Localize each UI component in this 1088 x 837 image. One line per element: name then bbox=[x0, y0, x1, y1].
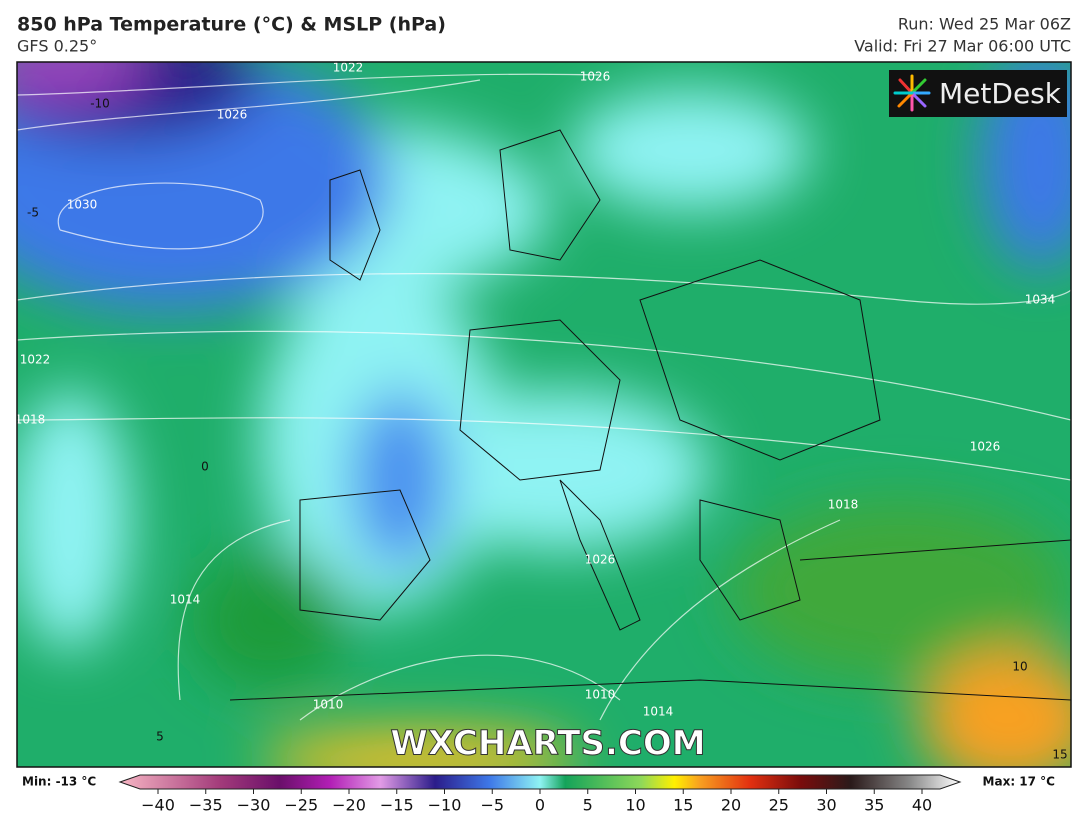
contour-label: 1014 bbox=[170, 593, 201, 607]
colorbar bbox=[118, 774, 962, 790]
subtitle: GFS 0.25° bbox=[17, 37, 97, 56]
contour-label: 1026 bbox=[580, 70, 611, 84]
colorbar-tick-label: −30 bbox=[237, 796, 271, 815]
contour-label: 1018 bbox=[15, 413, 46, 427]
contour-label: 1010 bbox=[313, 698, 344, 712]
contour-label: 1022 bbox=[333, 61, 364, 75]
contour-label: 1026 bbox=[970, 440, 1001, 454]
colorbar-tick-label: −10 bbox=[428, 796, 462, 815]
contour-label: 15 bbox=[1052, 748, 1067, 762]
colorbar-tick-label: 5 bbox=[583, 796, 593, 815]
colorbar-tick-label: 25 bbox=[769, 796, 789, 815]
colorbar-tick-label: 30 bbox=[816, 796, 836, 815]
colorbar-tick-label: 10 bbox=[625, 796, 645, 815]
contour-label: -5 bbox=[27, 206, 39, 220]
contour-label: 0 bbox=[201, 460, 209, 474]
contour-label: 1018 bbox=[828, 498, 859, 512]
colorbar-tick-label: −5 bbox=[480, 796, 504, 815]
colorbar-tick-label: 15 bbox=[673, 796, 693, 815]
contour-label: 1014 bbox=[643, 705, 674, 719]
colorbar-max: Max: 17 °C bbox=[983, 775, 1056, 789]
contour-label: 1026 bbox=[217, 108, 248, 122]
colorbar-tick-label: −40 bbox=[141, 796, 175, 815]
colorbar-tick-label: 40 bbox=[912, 796, 932, 815]
contour-label: 1030 bbox=[67, 198, 98, 212]
colorbar-tick-label: −35 bbox=[189, 796, 223, 815]
contour-label: -10 bbox=[90, 97, 110, 111]
colorbar-tick-label: 0 bbox=[535, 796, 545, 815]
colorbar-tick-label: −20 bbox=[332, 796, 366, 815]
logo-icon bbox=[893, 74, 931, 112]
colorbar-min: Min: -13 °C bbox=[22, 775, 96, 789]
map-frame bbox=[16, 61, 1072, 768]
contour-label: 10 bbox=[1012, 660, 1027, 674]
contour-label: 1010 bbox=[585, 688, 616, 702]
contour-label: 1034 bbox=[1025, 293, 1056, 307]
colorbar-tick-label: 35 bbox=[864, 796, 884, 815]
logo: MetDesk bbox=[939, 77, 1062, 110]
contour-label: 1026 bbox=[585, 553, 616, 567]
watermark: WXCHARTS.COM bbox=[390, 724, 705, 764]
contour-label: 1022 bbox=[20, 353, 51, 367]
colorbar-tick-label: −25 bbox=[284, 796, 318, 815]
contour-label: 5 bbox=[156, 730, 164, 744]
valid-time: Valid: Fri 27 Mar 06:00 UTC bbox=[854, 37, 1071, 56]
run-time: Run: Wed 25 Mar 06Z bbox=[898, 15, 1071, 34]
title: 850 hPa Temperature (°C) & MSLP (hPa) bbox=[17, 14, 446, 36]
map: 1022 1026 1030 1026 1022 1018 1014 1010 1010 1014… bbox=[15, 61, 1071, 767]
colorbar-tick-label: 20 bbox=[721, 796, 741, 815]
colorbar-tick-label: −15 bbox=[380, 796, 414, 815]
